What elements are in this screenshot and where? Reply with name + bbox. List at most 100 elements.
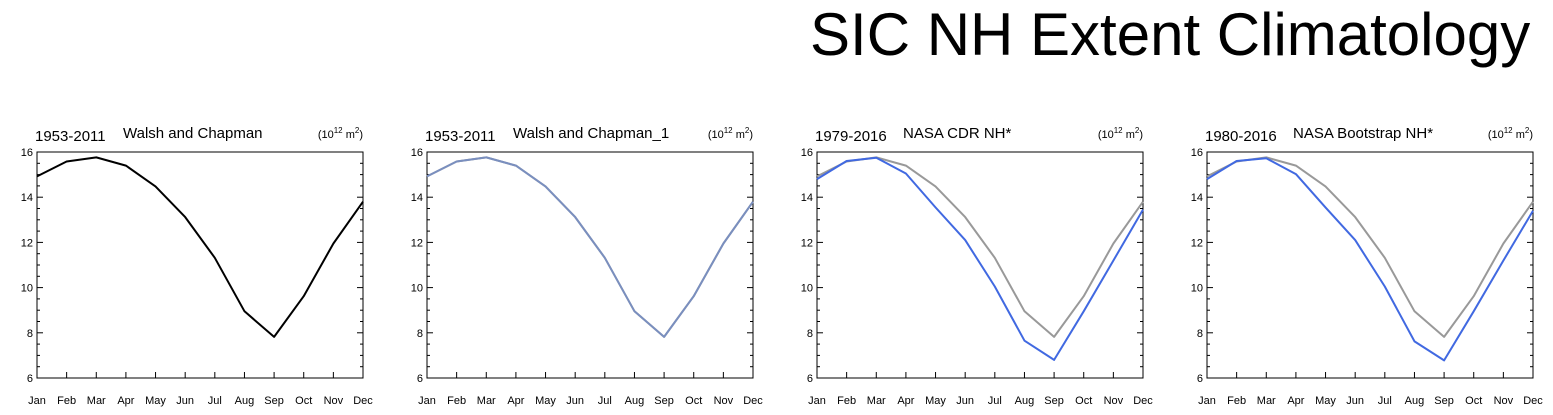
x-tick-label: Feb [447,395,466,407]
x-tick-label: Aug [235,395,255,407]
y-tick-label: 10 [1191,283,1203,295]
series-line-1 [426,156,754,338]
y-tick-label: 6 [27,373,33,385]
x-tick-label: Oct [1465,395,1482,407]
x-tick-label: Apr [1287,395,1304,407]
x-tick-label: Aug [1405,395,1425,407]
units-exponent-2: 2 [1135,126,1140,135]
x-tick-label: Jun [956,395,974,407]
y-tick-label: 14 [801,192,813,204]
series-line-1 [816,156,1144,338]
x-tick-label: Dec [1523,395,1543,407]
x-tick-label: Oct [1075,395,1092,407]
x-tick-label: Jun [176,395,194,407]
series-line-2 [1206,157,1534,362]
period-label: 1953-2011 [425,128,496,145]
units-exponent: 12 [1114,126,1123,135]
y-tick-label: 16 [21,147,33,159]
x-tick-label: Sep [1044,395,1064,407]
dataset-title: Walsh and Chapman [123,125,263,142]
chart-panel-1: 1953-2011 Walsh and Chapman (1012 m2)68101… [21,125,374,407]
x-tick-label: Sep [1434,395,1454,407]
x-tick-label: Nov [324,395,344,407]
x-tick-label: Jul [1378,395,1392,407]
plot-frame [36,151,364,379]
x-tick-label: Dec [1133,395,1153,407]
dataset-title: Walsh and Chapman_1 [513,125,669,142]
units-exponent-2: 2 [1525,126,1530,135]
y-tick-label: 10 [801,283,813,295]
x-tick-label: Jul [988,395,1002,407]
x-tick-label: Sep [264,395,284,407]
series-line-2 [426,156,754,338]
units-exponent-2: 2 [745,126,750,135]
x-tick-label: May [925,395,946,407]
x-tick-label: Mar [477,395,496,407]
units-base: (10 [1098,129,1114,141]
y-tick-label: 14 [411,192,423,204]
y-tick-label: 16 [1191,147,1203,159]
x-tick-label: Jan [1198,395,1216,407]
y-tick-label: 8 [27,328,33,340]
x-tick-label: Feb [1227,395,1246,407]
y-tick-label: 12 [1191,237,1203,249]
x-tick-label: Jun [1346,395,1364,407]
x-tick-label: Dec [743,395,763,407]
x-tick-label: Mar [87,395,106,407]
y-tick-label: 16 [801,147,813,159]
y-tick-label: 16 [411,147,423,159]
x-tick-label: May [145,395,166,407]
x-tick-label: Jan [808,395,826,407]
series-line-2 [816,156,1144,361]
x-tick-label: Nov [1104,395,1124,407]
units-label: (1012 m2) [1488,126,1533,141]
x-tick-label: Sep [654,395,674,407]
x-tick-label: Mar [1257,395,1276,407]
y-tick-label: 14 [21,192,33,204]
units-base: (10 [1488,129,1504,141]
page-title: SIC NH Extent Climatology [810,1,1531,68]
y-tick-label: 8 [807,328,813,340]
x-tick-label: Jul [208,395,222,407]
y-tick-label: 8 [1197,328,1203,340]
y-tick-label: 6 [1197,373,1203,385]
units-base: (10 [318,129,334,141]
units-label: (1012 m2) [318,126,363,141]
x-tick-label: Feb [837,395,856,407]
units-close: ) [1529,129,1533,141]
y-tick-label: 6 [807,373,813,385]
units-base: (10 [708,129,724,141]
x-tick-label: Mar [867,395,886,407]
units-tail: m [1123,129,1135,141]
x-tick-label: Nov [1494,395,1514,407]
y-tick-label: 12 [411,237,423,249]
units-tail: m [733,129,745,141]
y-tick-label: 14 [1191,192,1203,204]
units-label: (1012 m2) [708,126,753,141]
x-tick-label: May [535,395,556,407]
chart-panel-2: 1953-2011 Walsh and Chapman_1 (1012 m2)681… [411,125,764,407]
x-tick-label: Nov [714,395,734,407]
x-tick-label: Aug [625,395,645,407]
x-tick-label: Jan [418,395,436,407]
units-tail: m [1513,129,1525,141]
x-tick-label: Jun [566,395,584,407]
x-tick-label: Apr [117,395,134,407]
units-exponent-2: 2 [355,126,360,135]
x-tick-label: Feb [57,395,76,407]
chart-panel-4: 1980-2016 NASA Bootstrap NH* (1012 m2)6810… [1191,125,1544,407]
units-close: ) [359,129,363,141]
y-tick-label: 12 [21,237,33,249]
series-line-1 [36,156,364,338]
units-close: ) [749,129,753,141]
x-tick-label: May [1315,395,1336,407]
x-tick-label: Jan [28,395,46,407]
y-tick-label: 12 [801,237,813,249]
period-label: 1980-2016 [1205,128,1277,145]
units-close: ) [1139,129,1143,141]
x-tick-label: Oct [295,395,312,407]
units-exponent: 12 [1504,126,1513,135]
x-tick-label: Aug [1015,395,1035,407]
x-tick-label: Apr [897,395,914,407]
